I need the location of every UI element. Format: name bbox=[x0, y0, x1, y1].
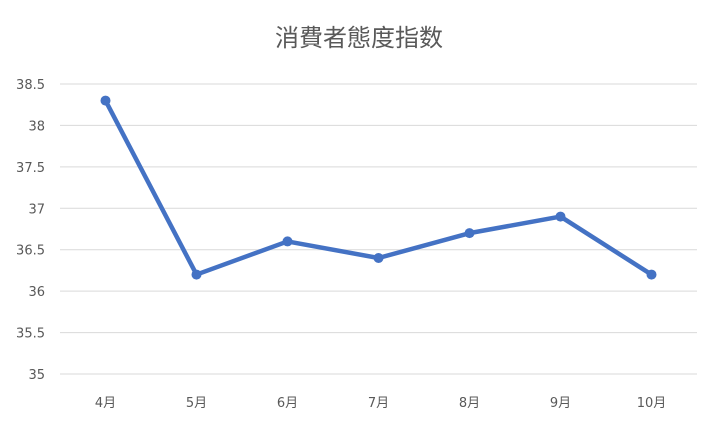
data-point bbox=[282, 236, 293, 247]
data-point bbox=[555, 211, 566, 222]
x-tick-label: 5月 bbox=[186, 396, 207, 411]
data-point bbox=[373, 253, 384, 263]
y-tick-label: 35.5 bbox=[16, 327, 45, 342]
y-tick-label: 37.5 bbox=[16, 161, 45, 176]
data-point bbox=[464, 228, 475, 239]
chart-title: 消費者態度指数 bbox=[275, 24, 443, 52]
y-tick-label: 35 bbox=[28, 368, 45, 383]
y-tick-label: 37 bbox=[28, 202, 45, 217]
y-tick-label: 38.5 bbox=[16, 78, 45, 93]
x-tick-label: 7月 bbox=[368, 396, 389, 411]
x-tick-label: 4月 bbox=[95, 396, 116, 411]
data-point bbox=[100, 95, 111, 106]
y-tick-label: 36 bbox=[28, 285, 45, 300]
x-tick-label: 10月 bbox=[637, 396, 667, 411]
x-tick-label: 9月 bbox=[550, 396, 571, 411]
x-tick-label: 8月 bbox=[459, 396, 480, 411]
y-tick-label: 38 bbox=[28, 119, 45, 134]
series-line bbox=[103, 98, 654, 277]
data-point bbox=[191, 269, 202, 280]
x-tick-label: 6月 bbox=[277, 396, 298, 411]
y-tick-label: 36.5 bbox=[16, 244, 45, 259]
data-point bbox=[646, 269, 657, 280]
